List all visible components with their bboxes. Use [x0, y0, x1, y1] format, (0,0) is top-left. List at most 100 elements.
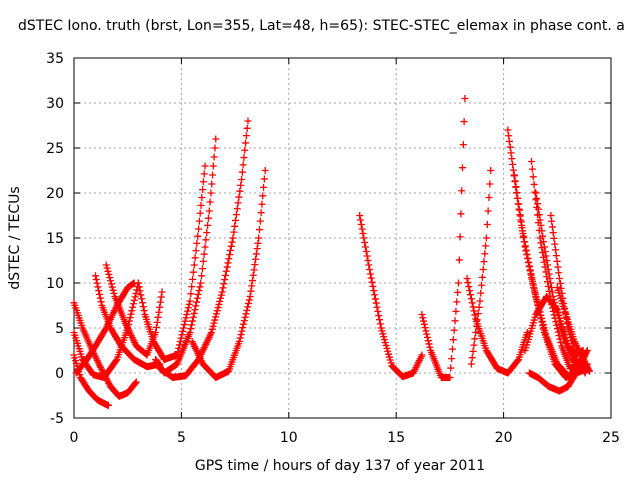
data-point: [255, 234, 263, 242]
data-points: [70, 95, 594, 409]
data-point: [139, 303, 147, 311]
data-point: [242, 139, 250, 147]
data-point: [194, 290, 202, 298]
data-point: [193, 239, 201, 247]
data-point: [553, 257, 561, 265]
data-point: [218, 288, 226, 296]
data-point: [207, 329, 215, 336]
data-point: [204, 214, 212, 222]
data-point: [230, 228, 238, 236]
x-tick-label: 10: [280, 430, 298, 446]
data-point: [253, 245, 261, 253]
data-point: [516, 212, 524, 220]
data-point: [471, 311, 479, 319]
data-point: [534, 200, 542, 208]
data-point: [233, 205, 241, 213]
data-point: [134, 279, 142, 287]
data-point: [514, 357, 522, 365]
y-tick-label: 0: [55, 366, 64, 382]
data-point: [222, 267, 230, 275]
data-point: [131, 379, 139, 387]
data-point: [209, 171, 217, 179]
data-point: [213, 307, 221, 315]
data-point: [209, 162, 217, 170]
data-point: [157, 293, 165, 301]
data-point: [481, 250, 489, 258]
data-point: [186, 329, 194, 336]
data-point: [519, 230, 527, 237]
data-point: [98, 367, 106, 375]
data-point: [191, 254, 199, 262]
data-point: [201, 243, 209, 251]
data-point: [185, 300, 193, 308]
data-point: [181, 317, 189, 325]
data-point: [552, 305, 560, 313]
series: [91, 272, 164, 371]
data-point: [539, 232, 547, 240]
data-point: [246, 293, 254, 300]
series: [525, 365, 583, 395]
data-point: [461, 95, 469, 102]
data-point: [135, 283, 143, 291]
data-point: [532, 189, 540, 197]
data-point: [238, 327, 246, 335]
data-point: [446, 374, 454, 381]
data-point: [426, 343, 434, 351]
data-point: [129, 300, 137, 308]
data-point: [364, 257, 372, 264]
data-point: [449, 336, 457, 344]
y-tick-label: 35: [46, 51, 64, 67]
data-point: [96, 362, 104, 370]
data-point: [534, 205, 542, 213]
data-point: [356, 212, 364, 219]
data-point: [96, 290, 104, 298]
data-point: [360, 234, 368, 242]
data-point: [423, 333, 431, 341]
data-point: [523, 250, 531, 258]
data-point: [99, 368, 107, 376]
data-point: [189, 313, 197, 321]
data-point: [195, 287, 203, 295]
data-point: [156, 303, 164, 311]
data-point: [231, 222, 239, 230]
data-point: [93, 279, 101, 287]
data-point: [194, 232, 202, 240]
data-point: [95, 287, 103, 295]
data-point: [448, 345, 456, 353]
data-point: [533, 297, 541, 305]
data-point: [547, 212, 555, 219]
data-point: [453, 298, 461, 306]
data-point: [192, 247, 200, 255]
data-point: [363, 252, 371, 260]
data-point: [131, 293, 139, 301]
data-point: [527, 271, 535, 279]
data-point: [229, 234, 237, 242]
data-point: [515, 206, 523, 214]
data-point: [511, 177, 519, 185]
data-point: [451, 317, 459, 325]
data-point: [418, 311, 426, 318]
data-point: [469, 303, 477, 311]
data-point: [540, 238, 548, 246]
data-point: [202, 236, 210, 244]
data-point: [103, 264, 111, 272]
data-point: [232, 216, 240, 224]
data-point: [193, 298, 201, 306]
series: [188, 167, 269, 381]
data-point: [217, 294, 225, 302]
data-point: [211, 316, 219, 324]
data-point: [510, 171, 518, 179]
data-point: [554, 263, 562, 271]
data-point: [192, 302, 200, 310]
data-point: [158, 288, 166, 296]
data-point: [136, 287, 144, 295]
data-point: [252, 250, 260, 258]
y-tick-label: 15: [46, 231, 64, 247]
x-tick-label: 5: [177, 430, 186, 446]
y-tick-label: 10: [46, 276, 64, 292]
data-point: [248, 277, 256, 285]
series: [467, 167, 495, 368]
data-point: [261, 167, 269, 174]
data-point: [214, 304, 222, 312]
data-point: [243, 306, 251, 314]
